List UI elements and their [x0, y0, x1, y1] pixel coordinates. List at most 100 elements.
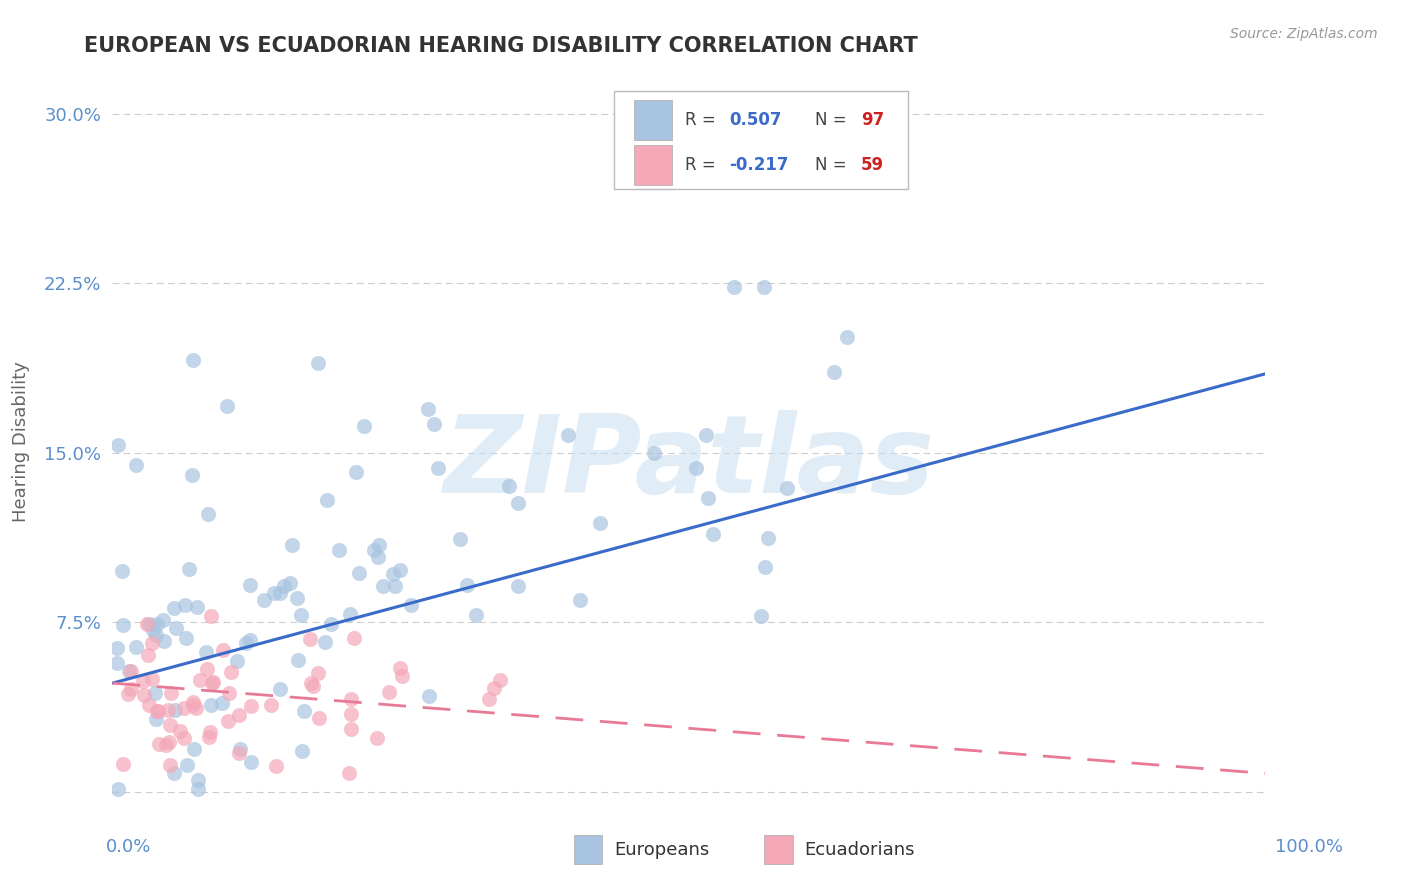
Point	[221, 665, 243, 680]
Point	[389, 661, 412, 675]
Point	[399, 598, 422, 612]
FancyBboxPatch shape	[614, 91, 908, 189]
Point	[363, 543, 385, 558]
Point	[343, 631, 366, 645]
Point	[110, 564, 132, 578]
Point	[187, 772, 209, 787]
Point	[159, 686, 181, 700]
Point	[557, 428, 579, 442]
Point	[157, 734, 180, 748]
Point	[239, 698, 262, 713]
Text: 59: 59	[860, 156, 884, 174]
Point	[339, 692, 361, 706]
Text: EUROPEAN VS ECUADORIAN HEARING DISABILITY CORRELATION CHART: EUROPEAN VS ECUADORIAN HEARING DISABILIT…	[84, 36, 918, 55]
FancyBboxPatch shape	[634, 100, 672, 140]
Point	[307, 356, 329, 370]
Text: R =: R =	[686, 156, 721, 174]
Point	[723, 280, 745, 294]
Point	[201, 676, 224, 690]
Point	[416, 401, 439, 416]
Text: 100.0%: 100.0%	[1275, 838, 1343, 856]
Text: ZIPatlas: ZIPatlas	[443, 410, 935, 516]
Point	[263, 586, 285, 600]
Point	[197, 507, 219, 521]
Point	[478, 691, 501, 706]
Point	[315, 492, 337, 507]
Point	[702, 526, 724, 541]
Point	[165, 703, 187, 717]
Point	[156, 703, 179, 717]
Point	[111, 756, 134, 771]
Point	[125, 458, 148, 473]
Point	[163, 766, 186, 780]
Point	[138, 617, 160, 632]
Point	[120, 664, 142, 678]
Point	[508, 496, 530, 510]
Point	[181, 698, 204, 712]
Point	[165, 621, 187, 635]
Point	[384, 579, 406, 593]
Point	[367, 550, 389, 565]
Point	[187, 782, 209, 797]
Point	[200, 698, 222, 713]
Point	[391, 669, 413, 683]
Point	[228, 708, 250, 723]
Point	[756, 531, 779, 545]
Point	[145, 712, 167, 726]
Point	[353, 419, 375, 434]
Point	[194, 645, 217, 659]
Point	[176, 757, 198, 772]
Point	[173, 731, 195, 746]
Point	[239, 578, 262, 592]
Point	[105, 640, 128, 655]
Point	[291, 744, 314, 758]
Point	[273, 579, 295, 593]
Point	[280, 575, 302, 590]
Point	[141, 636, 163, 650]
Point	[145, 616, 167, 631]
Point	[141, 672, 163, 686]
Point	[260, 698, 283, 712]
Point	[264, 759, 287, 773]
Point	[344, 465, 367, 479]
Text: 97: 97	[860, 111, 884, 129]
Point	[314, 635, 336, 649]
Point	[388, 562, 411, 576]
Point	[229, 742, 252, 756]
Point	[695, 428, 717, 442]
Point	[328, 542, 350, 557]
Point	[287, 653, 309, 667]
Point	[136, 648, 159, 662]
Point	[201, 675, 224, 690]
Point	[183, 741, 205, 756]
Point	[506, 578, 529, 592]
Text: N =: N =	[814, 111, 852, 129]
Point	[307, 665, 329, 680]
Text: 0.0%: 0.0%	[105, 838, 150, 856]
Point	[152, 613, 174, 627]
Point	[177, 561, 200, 575]
Point	[299, 676, 322, 690]
Point	[281, 538, 304, 552]
Point	[145, 627, 167, 641]
Point	[568, 593, 591, 607]
Point	[498, 479, 520, 493]
Point	[298, 632, 321, 646]
Point	[340, 707, 363, 722]
Point	[823, 365, 845, 379]
Point	[107, 438, 129, 452]
Point	[211, 696, 233, 710]
Point	[319, 617, 342, 632]
FancyBboxPatch shape	[763, 835, 793, 864]
Point	[159, 717, 181, 731]
Point	[143, 685, 166, 699]
Point	[349, 566, 371, 581]
Point	[697, 491, 720, 505]
Text: Europeans: Europeans	[614, 841, 709, 859]
Point	[228, 746, 250, 760]
Text: 0.507: 0.507	[730, 111, 782, 129]
Point	[142, 624, 165, 638]
Point	[423, 417, 446, 432]
Point	[146, 704, 169, 718]
Point	[163, 601, 186, 615]
